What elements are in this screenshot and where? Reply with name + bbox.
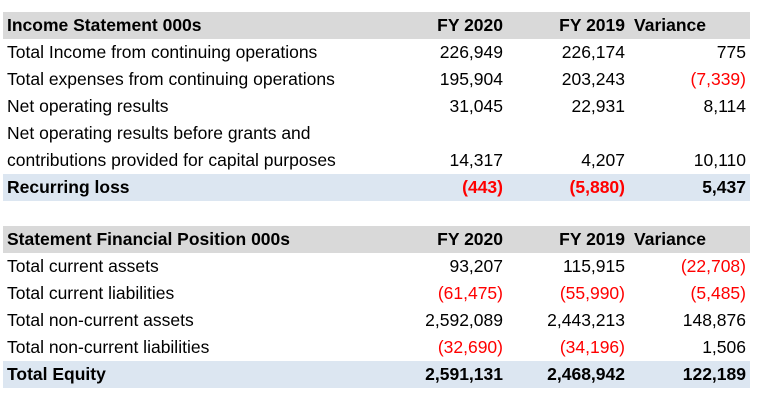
- income-statement-header-row: Income Statement 000s FY 2020 FY 2019 Va…: [3, 12, 750, 39]
- row-label: Net operating results: [7, 96, 169, 116]
- variance-value: 148,876: [682, 310, 746, 330]
- fy2019-value: 2,443,213: [547, 310, 625, 330]
- table-row: Total non-current assets 2,592,089 2,443…: [3, 307, 750, 334]
- financial-position-table: Statement Financial Position 000s FY 202…: [3, 226, 750, 388]
- variance-value: 122,189: [682, 364, 746, 384]
- fy2019-value: (55,990): [559, 283, 625, 303]
- variance-value: 775: [716, 42, 746, 62]
- income-statement-table: Income Statement 000s FY 2020 FY 2019 Va…: [3, 12, 750, 201]
- row-label: Total current assets: [7, 256, 159, 276]
- fy2019-value: 226,174: [561, 42, 625, 62]
- variance-value: (5,485): [690, 283, 746, 303]
- column-header-variance: Variance: [634, 229, 706, 249]
- fy2020-value: (32,690): [437, 337, 503, 357]
- table-row: Net operating results 31,045 22,931 8,11…: [3, 93, 750, 120]
- fy2020-value: 2,592,089: [425, 310, 503, 330]
- fy2020-value: (61,475): [437, 283, 503, 303]
- fy2020-value: 226,949: [439, 42, 503, 62]
- row-label: Total Equity: [7, 364, 106, 384]
- recurring-loss-row: Recurring loss (443) (5,880) 5,437: [3, 174, 750, 201]
- table-row: Total expenses from continuing operation…: [3, 66, 750, 93]
- column-header-variance: Variance: [634, 15, 706, 35]
- financial-position-header-row: Statement Financial Position 000s FY 202…: [3, 226, 750, 253]
- variance-value: (7,339): [690, 69, 746, 89]
- row-label: Total current liabilities: [7, 283, 175, 303]
- row-label: Total Income from continuing operations: [7, 42, 318, 62]
- row-label: Total non-current liabilities: [7, 337, 210, 357]
- income-statement-title: Income Statement 000s: [7, 15, 202, 35]
- fy2020-value: 31,045: [449, 96, 503, 116]
- fy2019-value: 115,915: [563, 256, 625, 276]
- fy2020-value: 195,904: [439, 69, 503, 89]
- column-header-fy2019: FY 2019: [559, 15, 625, 35]
- total-equity-row: Total Equity 2,591,131 2,468,942 122,189: [3, 361, 750, 388]
- variance-value: 5,437: [702, 177, 746, 197]
- variance-value: 10,110: [693, 150, 746, 170]
- financial-position-title: Statement Financial Position 000s: [7, 229, 290, 249]
- fy2019-value: (5,880): [569, 177, 625, 197]
- fy2019-value: (34,196): [559, 337, 625, 357]
- row-label: Total expenses from continuing operation…: [7, 69, 335, 89]
- table-row: Total non-current liabilities (32,690) (…: [3, 334, 750, 361]
- fy2019-value: 2,468,942: [547, 364, 625, 384]
- fy2020-value: 2,591,131: [425, 364, 503, 384]
- row-label: Net operating results before grants and …: [7, 123, 336, 170]
- table-row: Total current liabilities (61,475) (55,9…: [3, 280, 750, 307]
- table-row: Net operating results before grants and …: [3, 120, 750, 174]
- fy2019-value: 4,207: [581, 150, 625, 170]
- fy2020-value: (443): [462, 177, 503, 197]
- row-label: Total non-current assets: [7, 310, 194, 330]
- fy2019-value: 22,931: [571, 96, 625, 116]
- fy2020-value: 93,207: [449, 256, 503, 276]
- fy2020-value: 14,317: [449, 150, 503, 170]
- column-header-fy2019: FY 2019: [559, 229, 625, 249]
- column-header-fy2020: FY 2020: [437, 229, 503, 249]
- variance-value: (22,708): [680, 256, 746, 276]
- fy2019-value: 203,243: [561, 69, 625, 89]
- variance-value: 1,506: [702, 337, 746, 357]
- table-row: Total Income from continuing operations …: [3, 39, 750, 66]
- row-label: Recurring loss: [7, 177, 130, 197]
- table-row: Total current assets 93,207 115,915 (22,…: [3, 253, 750, 280]
- column-header-fy2020: FY 2020: [437, 15, 503, 35]
- variance-value: 8,114: [703, 96, 747, 116]
